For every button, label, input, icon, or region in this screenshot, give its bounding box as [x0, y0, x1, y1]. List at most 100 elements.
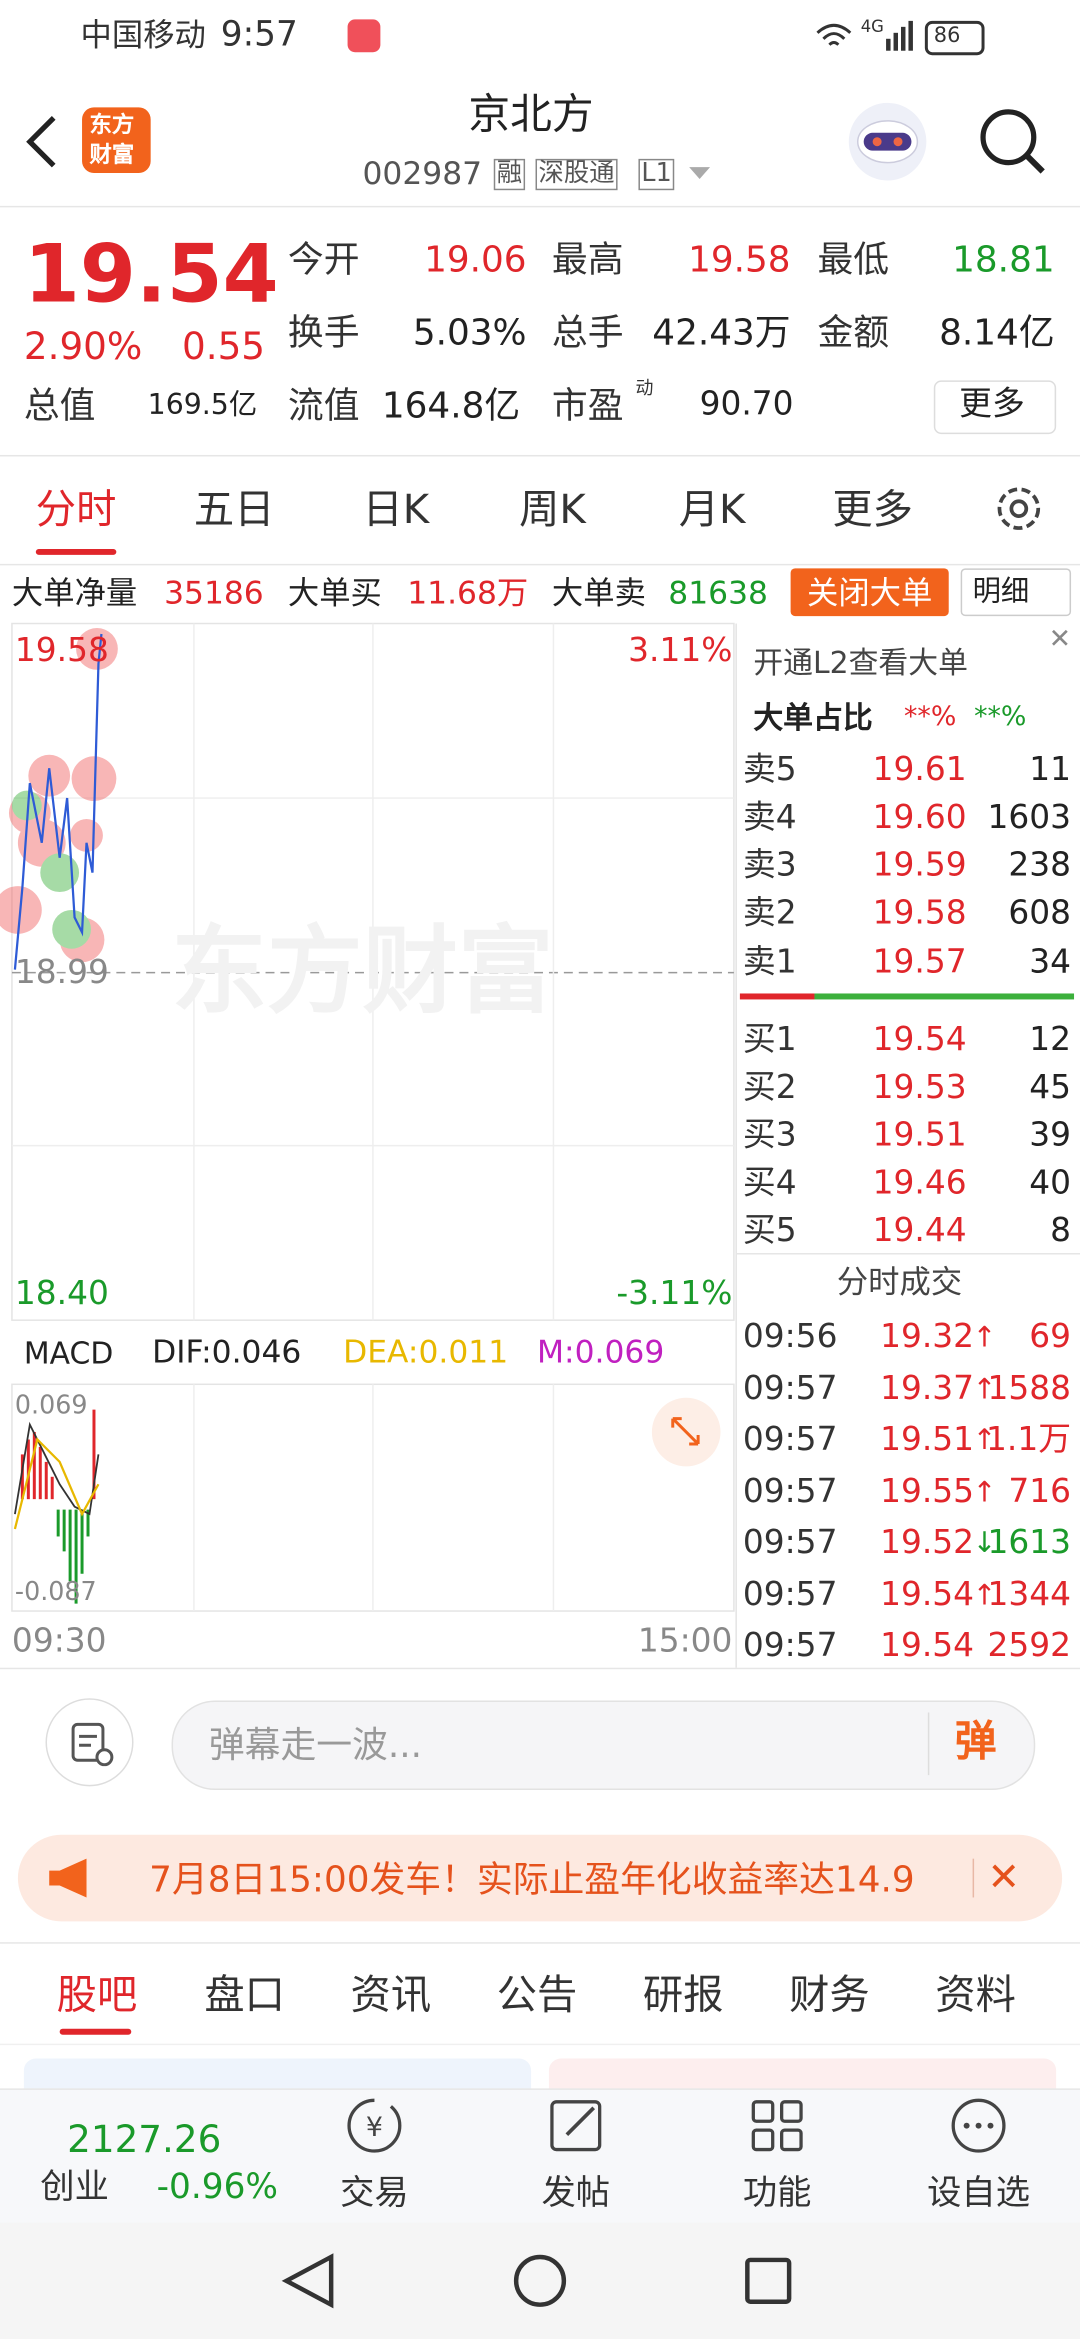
close-l2[interactable]: ✕ — [1048, 623, 1072, 655]
buy-value: 11.68万 — [407, 575, 529, 611]
chart-tab[interactable]: 周K — [519, 487, 586, 534]
comment-input[interactable] — [171, 1700, 1036, 1791]
section-tab[interactable]: 股吧 — [56, 1972, 138, 2020]
more-button[interactable] — [933, 380, 1057, 435]
field-label: 今开 — [287, 238, 360, 281]
book-price: 19.59 — [872, 847, 967, 885]
index-name[interactable]: 创业 — [40, 2168, 109, 2207]
chart-tab[interactable]: 更多 — [832, 487, 913, 534]
chart-tab[interactable]: 分时 — [35, 487, 117, 534]
robot-avatar[interactable] — [843, 97, 933, 187]
banner-close[interactable]: ✕ — [987, 1855, 1021, 1901]
svg-text:¥: ¥ — [366, 2112, 383, 2143]
close-big-order-button[interactable] — [790, 568, 949, 617]
field-label: 最高 — [551, 238, 624, 281]
field-value: 164.8亿 — [381, 384, 521, 427]
trade-volume: 69 — [1029, 1318, 1072, 1356]
dropdown[interactable] — [686, 164, 713, 182]
tag: 深股通 — [535, 158, 618, 191]
field-label: 总值 — [23, 384, 96, 427]
trade-price: 19.32 — [880, 1318, 975, 1356]
danmaku-button[interactable]: 弹 — [954, 1716, 997, 1767]
l2-link[interactable]: 开通L2查看大单 — [753, 644, 968, 681]
field-label: 最低 — [817, 238, 890, 281]
panel-divider — [735, 623, 737, 1668]
book-volume: 12 — [1029, 1021, 1072, 1060]
detail-button[interactable] — [960, 568, 1072, 617]
section-tab[interactable]: 财务 — [789, 1972, 870, 2020]
book-price: 19.61 — [872, 751, 967, 790]
divider — [736, 1253, 1080, 1255]
ratio-sell: **% — [974, 701, 1027, 733]
book-volume: 34 — [1029, 944, 1072, 982]
field-label: 总手 — [551, 311, 624, 354]
trade-time: 09:57 — [742, 1627, 838, 1665]
section-tab[interactable]: 公告 — [496, 1972, 578, 2020]
index-value[interactable]: 2127.26 — [67, 2117, 222, 2161]
trade-direction: ↓ — [972, 1526, 997, 1560]
comment-placeholder[interactable]: 弹幕走一波... — [208, 1724, 422, 1767]
book-label: 买2 — [742, 1069, 797, 1107]
nav-item[interactable]: 功能 — [742, 2174, 812, 2213]
trade-volume: 1344 — [987, 1576, 1072, 1615]
book-label: 买1 — [742, 1021, 797, 1060]
system-nav-buttons[interactable] — [0, 2245, 1080, 2317]
active-section-indicator — [59, 2028, 132, 2035]
ratio-bar-red — [739, 993, 815, 1000]
field-superscript: 动 — [635, 377, 654, 399]
section-tab[interactable]: 资讯 — [350, 1972, 432, 2020]
trade-volume: 1613 — [987, 1524, 1072, 1562]
promo-banner[interactable] — [17, 1834, 1063, 1922]
settings-button[interactable] — [990, 480, 1047, 537]
mid-price: 18.99 — [14, 954, 109, 992]
trade-price: 19.51 — [880, 1421, 975, 1459]
divider — [0, 205, 1080, 208]
net-label: 大单净量 — [11, 575, 138, 611]
section-tab[interactable]: 资料 — [935, 1972, 1016, 2020]
back-button[interactable] — [21, 112, 66, 172]
field-value: 42.43万 — [652, 311, 791, 354]
last-price: 19.54 — [23, 226, 279, 321]
section-tab[interactable]: 研报 — [642, 1972, 724, 2020]
signal-icons — [816, 20, 913, 51]
trade-volume: 1588 — [987, 1370, 1072, 1409]
book-price: 19.57 — [872, 944, 967, 982]
field-value: 169.5亿 — [147, 388, 258, 422]
chart-tab[interactable]: 日K — [362, 487, 430, 534]
close-big-order-label[interactable]: 关闭大单 — [807, 575, 933, 611]
field-value: 8.14亿 — [939, 311, 1055, 354]
book-volume: 45 — [1029, 1069, 1072, 1107]
index-change[interactable]: -0.96% — [156, 2168, 279, 2207]
search-button[interactable] — [976, 104, 1051, 179]
trade-price: 19.54 — [880, 1576, 975, 1615]
divider — [0, 2043, 1080, 2046]
trade-price: 19.55 — [880, 1473, 975, 1512]
trade-time: 09:57 — [742, 1576, 838, 1615]
net-value: 35186 — [164, 575, 264, 611]
bottom-nav — [0, 2088, 1080, 2225]
nav-item[interactable]: 发帖 — [541, 2174, 611, 2213]
book-volume: 608 — [1008, 895, 1072, 933]
section-tab[interactable]: 盘口 — [204, 1972, 285, 2020]
field-value: 19.58 — [688, 238, 791, 281]
comment-settings-button[interactable] — [45, 1698, 135, 1788]
trade-direction: ↑ — [972, 1476, 997, 1509]
ratio-buy: **% — [903, 701, 957, 733]
banner-text[interactable]: 7月8日15:00发车！实际止盈年化收益率达14.9 — [149, 1858, 915, 1901]
nav-item[interactable]: 设自选 — [927, 2174, 1031, 2213]
chart-tab[interactable]: 月K — [678, 487, 746, 534]
book-price: 19.51 — [872, 1117, 967, 1155]
trades-title[interactable]: 分时成交 — [836, 1264, 963, 1301]
chart-tab[interactable]: 五日 — [193, 487, 275, 534]
carrier: 中国移动 — [80, 17, 206, 53]
logo — [82, 107, 151, 174]
book-price: 19.44 — [872, 1212, 967, 1251]
detail-label[interactable]: 明细 — [972, 575, 1030, 608]
macd-selector[interactable]: MACD — [23, 1335, 114, 1371]
more-label[interactable]: 更多 — [959, 386, 1025, 424]
nav-item[interactable]: 交易 — [340, 2174, 409, 2213]
trade-price: 19.54 — [880, 1627, 975, 1665]
change: 0.55 — [181, 324, 266, 368]
book-label: 卖5 — [742, 751, 797, 790]
battery — [924, 20, 985, 56]
